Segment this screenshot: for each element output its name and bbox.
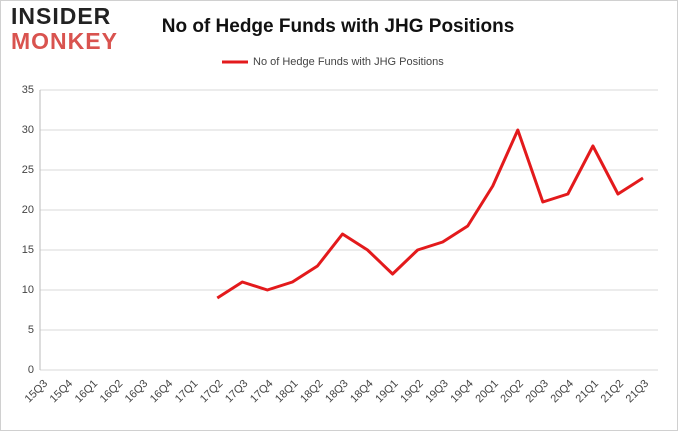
legend-label: No of Hedge Funds with JHG Positions xyxy=(253,56,444,68)
logo-bottom: MONKEY xyxy=(11,28,118,54)
y-tick-label: 0 xyxy=(28,364,34,376)
y-tick-label: 10 xyxy=(22,284,34,296)
logo-top: INSIDER xyxy=(11,3,111,29)
y-tick-label: 25 xyxy=(22,164,34,176)
y-tick-label: 20 xyxy=(22,204,34,216)
series-line xyxy=(216,128,644,300)
y-tick-label: 5 xyxy=(28,324,34,336)
chart-title: No of Hedge Funds with JHG Positions xyxy=(162,16,515,37)
y-tick-label: 30 xyxy=(22,124,34,136)
y-tick-label: 35 xyxy=(22,84,34,96)
y-tick-label: 15 xyxy=(22,244,34,256)
